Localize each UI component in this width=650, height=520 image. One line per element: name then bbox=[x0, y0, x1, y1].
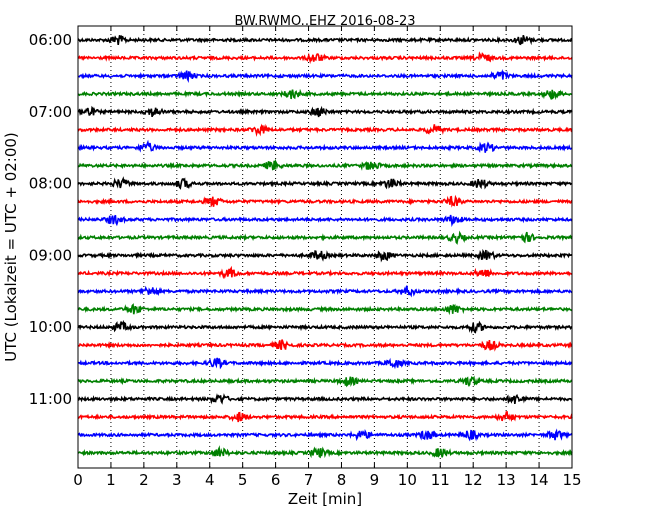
trace-0730 bbox=[77, 139, 573, 153]
y-axis-ticks: 06:00 07:00 08:00 09:00 10:00 11:00 bbox=[29, 31, 572, 408]
seismogram-traces bbox=[77, 34, 573, 459]
x-tick-label-7: 7 bbox=[304, 471, 314, 489]
trace-1100 bbox=[77, 393, 573, 405]
x-axis-ticks: 0 1 2 3 4 5 6 7 8 9 10 11 12 13 14 15 bbox=[73, 26, 582, 489]
x-tick-label-4: 4 bbox=[205, 471, 215, 489]
trace-0715 bbox=[77, 123, 573, 138]
trace-0900 bbox=[77, 248, 573, 263]
trace-1000 bbox=[77, 319, 573, 334]
x-tick-label-5: 5 bbox=[238, 471, 248, 489]
trace-0600 bbox=[77, 34, 573, 46]
y-tick-label-1: 07:00 bbox=[29, 103, 72, 121]
y-axis-label: UTC (Lokalzeit = UTC + 02:00) bbox=[2, 132, 20, 362]
trace-1115 bbox=[77, 411, 573, 423]
trace-1145 bbox=[77, 445, 573, 459]
trace-0745 bbox=[77, 158, 573, 171]
trace-1015 bbox=[77, 339, 573, 352]
x-axis-label: Zeit [min] bbox=[288, 490, 362, 508]
y-tick-label-5: 11:00 bbox=[29, 390, 72, 408]
x-tick-label-1: 1 bbox=[106, 471, 116, 489]
trace-0930 bbox=[77, 285, 573, 298]
x-tick-label-14: 14 bbox=[530, 471, 549, 489]
trace-0915 bbox=[77, 265, 573, 280]
x-tick-label-8: 8 bbox=[337, 471, 347, 489]
y-tick-label-4: 10:00 bbox=[29, 318, 72, 336]
trace-0645 bbox=[77, 88, 573, 101]
trace-0845 bbox=[77, 230, 573, 245]
trace-0945 bbox=[78, 303, 573, 316]
trace-1130 bbox=[77, 428, 573, 442]
trace-0830 bbox=[77, 214, 573, 228]
x-tick-label-10: 10 bbox=[398, 471, 417, 489]
y-tick-label-2: 08:00 bbox=[29, 175, 72, 193]
trace-0630 bbox=[77, 68, 573, 83]
trace-0615 bbox=[77, 51, 573, 65]
trace-0815 bbox=[77, 194, 573, 208]
trace-0700 bbox=[77, 105, 573, 118]
x-tick-label-0: 0 bbox=[73, 471, 83, 489]
trace-0800 bbox=[77, 176, 573, 190]
x-tick-label-15: 15 bbox=[562, 471, 581, 489]
grid-lines bbox=[110, 26, 540, 468]
y-tick-label-3: 09:00 bbox=[29, 246, 72, 264]
x-tick-label-6: 6 bbox=[271, 471, 281, 489]
x-tick-label-2: 2 bbox=[139, 471, 149, 489]
plot-frame bbox=[77, 25, 573, 469]
trace-1030 bbox=[77, 357, 573, 370]
x-tick-label-12: 12 bbox=[464, 471, 483, 489]
x-tick-label-11: 11 bbox=[431, 471, 450, 489]
y-tick-label-0: 06:00 bbox=[29, 31, 72, 49]
x-tick-label-9: 9 bbox=[370, 471, 380, 489]
chart-title: BW.RWMO..EHZ 2016-08-23 bbox=[234, 14, 415, 29]
x-tick-label-3: 3 bbox=[172, 471, 182, 489]
trace-1045 bbox=[77, 375, 573, 388]
x-tick-label-13: 13 bbox=[497, 471, 516, 489]
